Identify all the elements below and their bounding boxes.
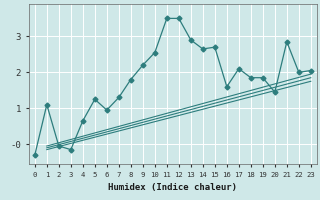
X-axis label: Humidex (Indice chaleur): Humidex (Indice chaleur) [108, 183, 237, 192]
